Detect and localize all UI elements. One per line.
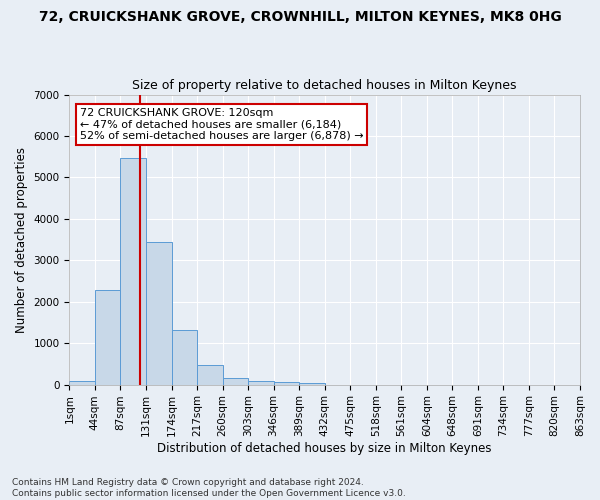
Bar bbox=[70, 382, 95, 384]
Bar bbox=[172, 330, 197, 384]
Bar bbox=[274, 382, 299, 384]
Bar bbox=[299, 382, 325, 384]
Bar bbox=[248, 381, 274, 384]
Text: 72 CRUICKSHANK GROVE: 120sqm
← 47% of detached houses are smaller (6,184)
52% of: 72 CRUICKSHANK GROVE: 120sqm ← 47% of de… bbox=[80, 108, 363, 141]
X-axis label: Distribution of detached houses by size in Milton Keynes: Distribution of detached houses by size … bbox=[157, 442, 492, 455]
Text: Contains HM Land Registry data © Crown copyright and database right 2024.
Contai: Contains HM Land Registry data © Crown c… bbox=[12, 478, 406, 498]
Y-axis label: Number of detached properties: Number of detached properties bbox=[15, 146, 28, 332]
Bar bbox=[95, 290, 121, 384]
Bar bbox=[146, 242, 172, 384]
Title: Size of property relative to detached houses in Milton Keynes: Size of property relative to detached ho… bbox=[133, 79, 517, 92]
Text: 72, CRUICKSHANK GROVE, CROWNHILL, MILTON KEYNES, MK8 0HG: 72, CRUICKSHANK GROVE, CROWNHILL, MILTON… bbox=[38, 10, 562, 24]
Bar bbox=[121, 158, 146, 384]
Bar bbox=[223, 378, 248, 384]
Bar bbox=[197, 365, 223, 384]
